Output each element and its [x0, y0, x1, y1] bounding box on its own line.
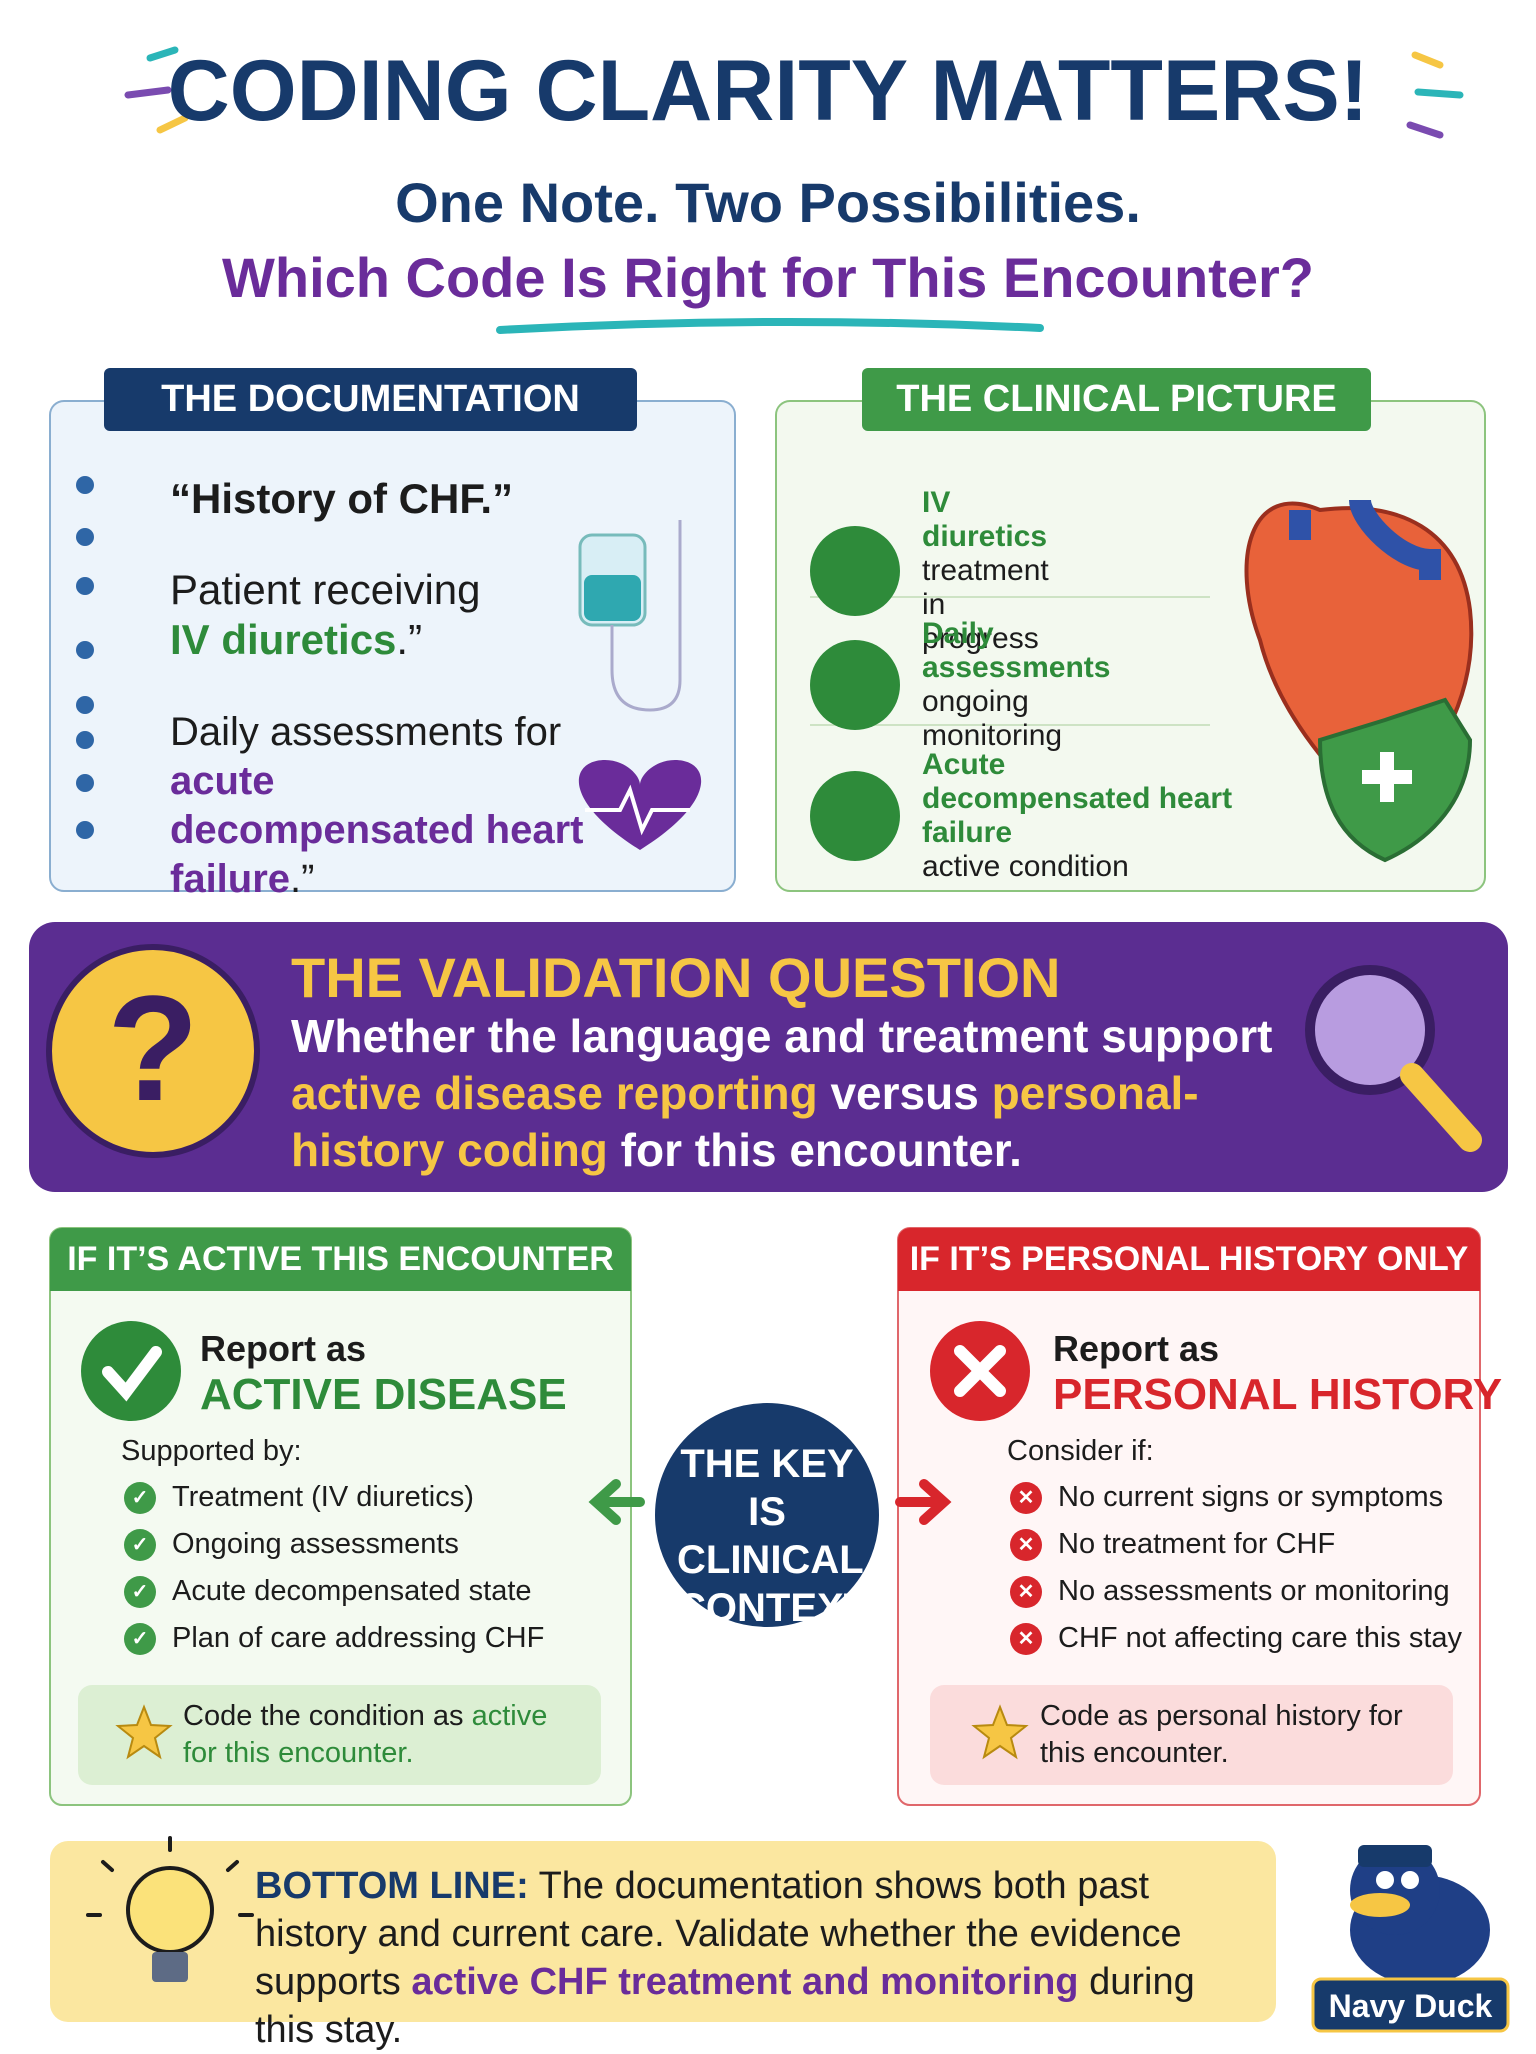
item-text: Acute decompensated heart failure active …: [922, 748, 1242, 884]
bottom-line: BOTTOM LINE: The documentation shows bot…: [255, 1862, 1245, 2054]
item-text: Ongoing assessments: [172, 1528, 459, 1560]
check: ✓: [124, 1575, 156, 1608]
doc-quote: Daily assessments for acute decompensated…: [170, 708, 590, 904]
active-list: ✓ Treatment (IV diuretics) ✓ Ongoing asses…: [124, 1474, 544, 1662]
text: for this encounter.: [607, 1124, 1022, 1176]
clinical-heading: THE CLINICAL PICTURE: [862, 368, 1371, 431]
item-text: Daily assessments ongoing monitoring: [922, 617, 1110, 753]
text: Daily assessments for: [170, 710, 562, 754]
list-item: ✓ Acute decompensated state: [124, 1568, 544, 1615]
question: Which Code Is Right for This Encounter?: [222, 246, 1314, 309]
key-text: THE KEY IS CLINICAL CONTEXT: [677, 1442, 869, 1630]
text: during this stay.: [255, 1961, 1195, 2051]
doc-heading: THE DOCUMENTATION: [104, 368, 637, 431]
subtitle: One Note. Two Possibilities.: [395, 171, 1141, 234]
list-item: ✕ CHF not affecting care this stay: [1010, 1615, 1462, 1662]
list-item: ✓ Treatment (IV diuretics): [124, 1474, 544, 1521]
history-list: ✕ No current signs or symptoms ✕ No treatm…: [1010, 1474, 1462, 1662]
highlight: acute decompensated heart failure: [170, 759, 584, 901]
icon: [810, 771, 900, 861]
item-text: Acute decompensated state: [172, 1575, 532, 1607]
item-detail: active condition: [922, 850, 1129, 883]
history-header: IF IT’S PERSONAL HISTORY ONLY: [898, 1228, 1480, 1291]
label: BOTTOM LINE:: [255, 1865, 529, 1907]
item-text: No current signs or symptoms: [1058, 1481, 1444, 1513]
highlight: active for this encounter.: [183, 1700, 548, 1769]
item-title: Daily assessments: [922, 617, 1111, 684]
active-header: IF IT’S ACTIVE THIS ENCOUNTER: [50, 1228, 631, 1291]
icon: [810, 526, 900, 616]
text: versus: [817, 1067, 992, 1119]
check: ✓: [124, 1481, 156, 1514]
list-item: ✓ Plan of care addressing CHF: [124, 1615, 544, 1662]
validation-text: Whether the language and treatment suppo…: [291, 1008, 1301, 1179]
clinical-item: Acute decompensated heart failure active …: [810, 748, 1242, 884]
text: The documentation shows both past histor…: [255, 1865, 1182, 2003]
item-text: IV diuretics treatment in progress: [922, 486, 1049, 656]
lead: Supported by:: [121, 1435, 302, 1467]
item-text: Treatment (IV diuretics): [172, 1481, 474, 1513]
text: Code the condition as: [183, 1700, 472, 1732]
icon: [810, 640, 900, 730]
report-as: Report as: [1053, 1328, 1220, 1369]
cross: ✕: [1010, 1622, 1042, 1655]
item-text: CHF not affecting care this stay: [1058, 1622, 1463, 1654]
title: CODING CLARITY MATTERS!: [167, 43, 1369, 139]
text: .”: [396, 616, 423, 663]
cross: ✕: [1010, 1481, 1042, 1514]
history-note: Code as personal history for this encoun…: [1040, 1700, 1403, 1769]
item-text: Plan of care addressing CHF: [172, 1622, 545, 1654]
active-note: Code the condition as active for this en…: [183, 1698, 583, 1772]
highlight: active disease reporting: [291, 1067, 818, 1119]
text: .”: [290, 857, 315, 901]
list-item: ✕ No treatment for CHF: [1010, 1521, 1462, 1568]
item-text: No assessments or monitoring: [1058, 1575, 1450, 1607]
item-title: Acute decompensated heart failure: [922, 748, 1233, 849]
validation-heading: THE VALIDATION QUESTION: [291, 946, 1061, 1009]
list-item: ✕ No assessments or monitoring: [1010, 1568, 1462, 1615]
cross: ✕: [1010, 1575, 1042, 1608]
doc-quote: Patient receiving IV diuretics.”: [170, 565, 481, 665]
active-label: ACTIVE DISEASE: [200, 1370, 567, 1419]
item-detail: treatment in progress: [922, 554, 1049, 655]
list-item: ✓ Ongoing assessments: [124, 1521, 544, 1568]
report-as: Report as: [200, 1328, 367, 1369]
clinical-item: Daily assessments ongoing monitoring: [810, 617, 1110, 753]
text: Whether the language and treatment suppo…: [291, 1010, 1273, 1062]
check: ✓: [124, 1528, 156, 1561]
highlight: IV diuretics: [170, 616, 397, 663]
doc-quote: “History of CHF.”: [170, 475, 514, 522]
list-item: ✕ No current signs or symptoms: [1010, 1474, 1462, 1521]
clinical-item: IV diuretics treatment in progress: [810, 486, 1049, 656]
cross: ✕: [1010, 1528, 1042, 1561]
lead: Consider if:: [1007, 1435, 1154, 1467]
text: Patient receiving: [170, 566, 481, 613]
mascot-label: Navy Duck: [1328, 1988, 1493, 2024]
history-label: PERSONAL HISTORY: [1053, 1370, 1503, 1419]
item-text: No treatment for CHF: [1058, 1528, 1336, 1560]
highlight: active CHF treatment and monitoring: [411, 1961, 1079, 2003]
check: ✓: [124, 1622, 156, 1655]
item-title: IV diuretics: [922, 486, 1048, 553]
item-detail: ongoing monitoring: [922, 685, 1063, 752]
highlight: personal-history coding: [291, 1067, 1199, 1176]
svg-text:?: ?: [107, 964, 199, 1132]
